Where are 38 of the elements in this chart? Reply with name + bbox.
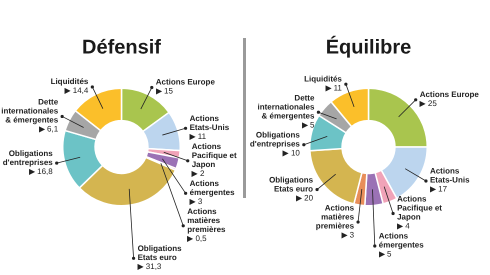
slice-label: Actions Etats-Unis (430, 166, 470, 185)
slice-label: Actions Etats-Unis (190, 114, 230, 132)
slice-label: Obligations d'entreprises (2, 148, 54, 167)
slice-label: Actions matières premières (187, 207, 226, 234)
data-label: ▶ 3 (190, 197, 203, 206)
data-label: ▶ 11 (190, 132, 207, 141)
chart-title: Équilibre (326, 36, 412, 59)
slice-label: Actions Europe (420, 90, 480, 100)
data-label: ▶ 31,3 (138, 262, 162, 271)
data-label: ▶ 14,4 (64, 86, 89, 96)
slice-label: Obligations Etats euro (138, 244, 182, 262)
data-label: ▶ 5 (378, 250, 392, 259)
data-label: ▶ 20 (296, 193, 314, 202)
data-label: ▶ 0,5 (187, 234, 208, 243)
slice-label: Liquidités (50, 77, 89, 86)
slice-label: Actions matières premières (316, 203, 355, 230)
data-label: ▶ 17 (430, 184, 448, 194)
data-label: ▶ 10 (282, 148, 300, 158)
data-label: ▶ 3 (341, 230, 355, 240)
slice-label: Obligations d'entreprises (250, 130, 300, 148)
chart-title: Défensif (82, 36, 162, 59)
slice-label: Liquidités (304, 74, 342, 84)
slice-label: Actions Pacifique et Japon (397, 194, 442, 222)
slice-label: Actions Europe (156, 78, 216, 87)
slice-label: Dette internationales & émergentes (258, 93, 315, 120)
slice-label: Actions Pacifique et Japon (192, 142, 237, 169)
data-label: ▶ 16,8 (28, 166, 54, 176)
data-label: ▶ 15 (156, 86, 174, 96)
data-label: ▶ 5 (302, 120, 315, 130)
data-label: ▶ 25 (420, 99, 438, 108)
slice-label: Obligations Etats euro (269, 175, 314, 194)
data-label: ▶ 11 (325, 83, 342, 92)
slice-label: Actions émergentes (190, 179, 236, 197)
slice-label: Dette internationales & émergentes (1, 98, 59, 125)
data-label: ▶ 2 (192, 169, 205, 178)
slice-label: Actions émergentes (378, 232, 424, 250)
data-label: ▶ 4 (397, 222, 410, 231)
data-label: ▶ 6,1 (38, 124, 59, 134)
